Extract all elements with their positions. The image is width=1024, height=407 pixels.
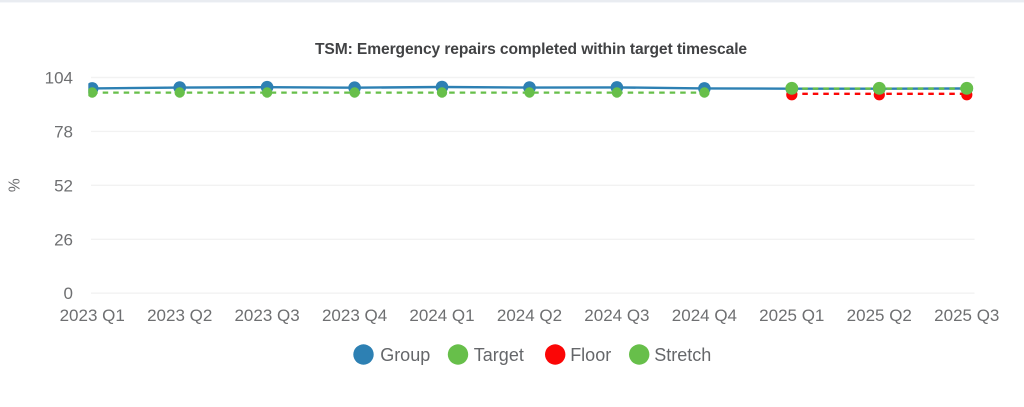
svg-text:Stretch: Stretch	[654, 345, 711, 365]
svg-text:2024 Q1: 2024 Q1	[409, 306, 474, 325]
svg-text:Group: Group	[380, 345, 430, 365]
svg-text:0: 0	[64, 284, 73, 303]
svg-text:52: 52	[54, 176, 73, 195]
svg-text:2023 Q2: 2023 Q2	[147, 306, 212, 325]
svg-text:2024 Q2: 2024 Q2	[497, 306, 562, 325]
svg-text:2025 Q3: 2025 Q3	[934, 306, 999, 325]
svg-text:TSM: Emergency repairs complet: TSM: Emergency repairs completed within …	[315, 41, 747, 58]
svg-text:78: 78	[54, 122, 73, 141]
svg-text:Target: Target	[474, 345, 524, 365]
svg-text:2023 Q1: 2023 Q1	[60, 306, 125, 325]
svg-text:2024 Q4: 2024 Q4	[672, 306, 737, 325]
svg-text:2024 Q3: 2024 Q3	[584, 306, 649, 325]
svg-text:104: 104	[45, 69, 73, 88]
svg-text:%: %	[5, 178, 22, 192]
svg-text:2023 Q3: 2023 Q3	[234, 306, 299, 325]
svg-text:2023 Q4: 2023 Q4	[322, 306, 387, 325]
svg-text:Floor: Floor	[570, 345, 611, 365]
svg-text:26: 26	[54, 230, 73, 249]
svg-text:2025 Q2: 2025 Q2	[847, 306, 912, 325]
svg-text:2025 Q1: 2025 Q1	[759, 306, 824, 325]
